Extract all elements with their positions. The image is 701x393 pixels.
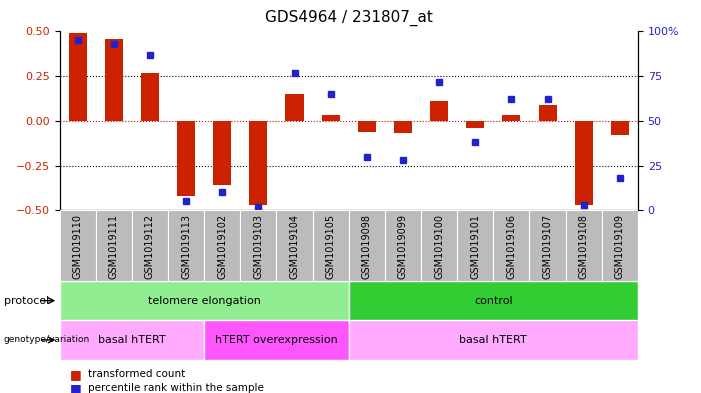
Bar xyxy=(96,210,132,281)
Text: hTERT overexpression: hTERT overexpression xyxy=(215,335,338,345)
Bar xyxy=(601,210,638,281)
Bar xyxy=(60,281,348,320)
Text: ■: ■ xyxy=(70,382,82,393)
Bar xyxy=(348,320,638,360)
Bar xyxy=(276,210,313,281)
Bar xyxy=(313,210,349,281)
Bar xyxy=(503,116,520,121)
Bar xyxy=(538,105,557,121)
Bar xyxy=(204,210,240,281)
Bar xyxy=(385,210,421,281)
Text: ■: ■ xyxy=(70,367,82,381)
Bar xyxy=(421,210,457,281)
Text: genotype/variation: genotype/variation xyxy=(4,336,90,344)
Bar xyxy=(177,121,195,196)
Bar xyxy=(60,320,204,360)
Text: GSM1019109: GSM1019109 xyxy=(615,214,625,279)
Text: GSM1019105: GSM1019105 xyxy=(326,214,336,279)
Text: GSM1019104: GSM1019104 xyxy=(290,214,299,279)
Bar xyxy=(466,121,484,128)
Text: GDS4964 / 231807_at: GDS4964 / 231807_at xyxy=(265,9,433,26)
Bar xyxy=(132,210,168,281)
Bar xyxy=(213,121,231,185)
Text: GSM1019099: GSM1019099 xyxy=(398,214,408,279)
Bar xyxy=(285,94,304,121)
Text: percentile rank within the sample: percentile rank within the sample xyxy=(88,383,264,393)
Bar xyxy=(348,281,638,320)
Text: GSM1019098: GSM1019098 xyxy=(362,214,372,279)
Text: GSM1019100: GSM1019100 xyxy=(434,214,444,279)
Text: GSM1019111: GSM1019111 xyxy=(109,214,118,279)
Text: GSM1019103: GSM1019103 xyxy=(253,214,264,279)
Bar xyxy=(494,210,529,281)
Bar xyxy=(575,121,593,205)
Text: protocol: protocol xyxy=(4,296,49,306)
Bar xyxy=(240,210,276,281)
Text: basal hTERT: basal hTERT xyxy=(98,335,165,345)
Text: GSM1019108: GSM1019108 xyxy=(579,214,589,279)
Bar xyxy=(529,210,566,281)
Bar xyxy=(204,320,348,360)
Bar xyxy=(322,116,340,121)
Bar xyxy=(394,121,412,133)
Bar xyxy=(611,121,629,135)
Bar xyxy=(457,210,494,281)
Bar xyxy=(430,101,448,121)
Text: GSM1019113: GSM1019113 xyxy=(181,214,191,279)
Text: GSM1019112: GSM1019112 xyxy=(145,214,155,279)
Text: transformed count: transformed count xyxy=(88,369,185,379)
Text: GSM1019106: GSM1019106 xyxy=(506,214,517,279)
Bar xyxy=(348,210,385,281)
Bar xyxy=(60,210,96,281)
Bar xyxy=(141,73,159,121)
Text: basal hTERT: basal hTERT xyxy=(459,335,527,345)
Text: GSM1019102: GSM1019102 xyxy=(217,214,227,279)
Text: control: control xyxy=(474,296,512,306)
Bar xyxy=(250,121,267,205)
Text: telomere elongation: telomere elongation xyxy=(148,296,261,306)
Bar xyxy=(168,210,204,281)
Bar xyxy=(358,121,376,132)
Bar xyxy=(69,33,87,121)
Text: GSM1019110: GSM1019110 xyxy=(73,214,83,279)
Text: GSM1019107: GSM1019107 xyxy=(543,214,552,279)
Text: GSM1019101: GSM1019101 xyxy=(470,214,480,279)
Bar xyxy=(104,39,123,121)
Bar xyxy=(566,210,601,281)
